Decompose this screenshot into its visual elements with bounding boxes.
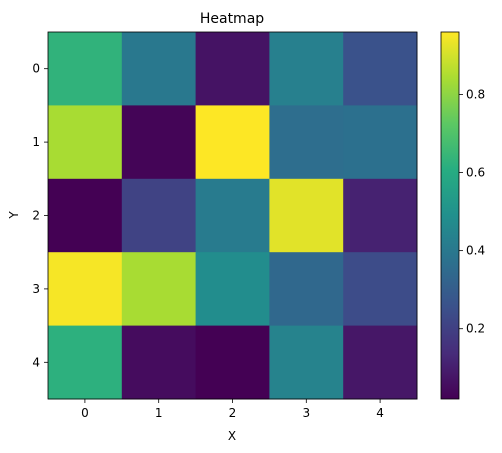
colorbar-tick-label: 0.2 [466, 322, 485, 336]
colorbar-tick-label: 0.8 [466, 87, 485, 101]
x-tick-label: 3 [302, 406, 310, 420]
heatmap-cell [48, 178, 123, 253]
colorbar-tick-label: 0.4 [466, 244, 485, 258]
chart-title: Heatmap [200, 11, 264, 27]
heatmap-cell [269, 252, 344, 327]
heatmap-cell [48, 105, 123, 180]
heatmap-cell [343, 32, 418, 106]
colorbar-gradient [440, 31, 460, 400]
heatmap-cell [121, 32, 197, 106]
heatmap-cell [48, 32, 123, 106]
heatmap-cell [195, 32, 270, 106]
colorbar-tick-label: 0.6 [466, 166, 485, 180]
heatmap-cell [121, 252, 197, 327]
heatmap-cell [269, 325, 344, 400]
x-tick-label: 0 [81, 406, 89, 420]
heatmap-cell [343, 325, 418, 400]
y-tick-label: 2 [32, 209, 40, 223]
y-axis-label: Y [7, 211, 21, 220]
colorbar: 0.2 0.4 0.6 0.8 [440, 31, 485, 400]
heatmap-cell [121, 105, 197, 180]
heatmap-cell [121, 325, 197, 400]
heatmap-cell [195, 252, 270, 327]
x-axis: 0 1 2 3 4 [81, 399, 384, 420]
x-axis-label: X [228, 429, 236, 443]
x-tick-label: 2 [229, 406, 237, 420]
heatmap-cell [48, 252, 123, 327]
heatmap-cell [195, 105, 270, 180]
heatmap-cell [269, 105, 344, 180]
y-tick-label: 4 [32, 355, 40, 369]
y-tick-label: 0 [32, 62, 40, 76]
heatmap-cell [269, 178, 344, 253]
heatmap-cells [48, 32, 418, 400]
heatmap-cell [195, 178, 270, 253]
heatmap-cell [343, 178, 418, 253]
heatmap-cell [343, 105, 418, 180]
heatmap-cell [48, 325, 123, 400]
y-tick-label: 1 [32, 135, 40, 149]
y-tick-label: 3 [32, 282, 40, 296]
y-axis: 0 1 2 3 4 [32, 62, 48, 369]
x-tick-label: 1 [155, 406, 163, 420]
heatmap-cell [121, 178, 197, 253]
heatmap-cell [195, 325, 270, 400]
heatmap-cell [269, 32, 344, 106]
x-tick-label: 4 [376, 406, 384, 420]
heatmap-cell [343, 252, 418, 327]
